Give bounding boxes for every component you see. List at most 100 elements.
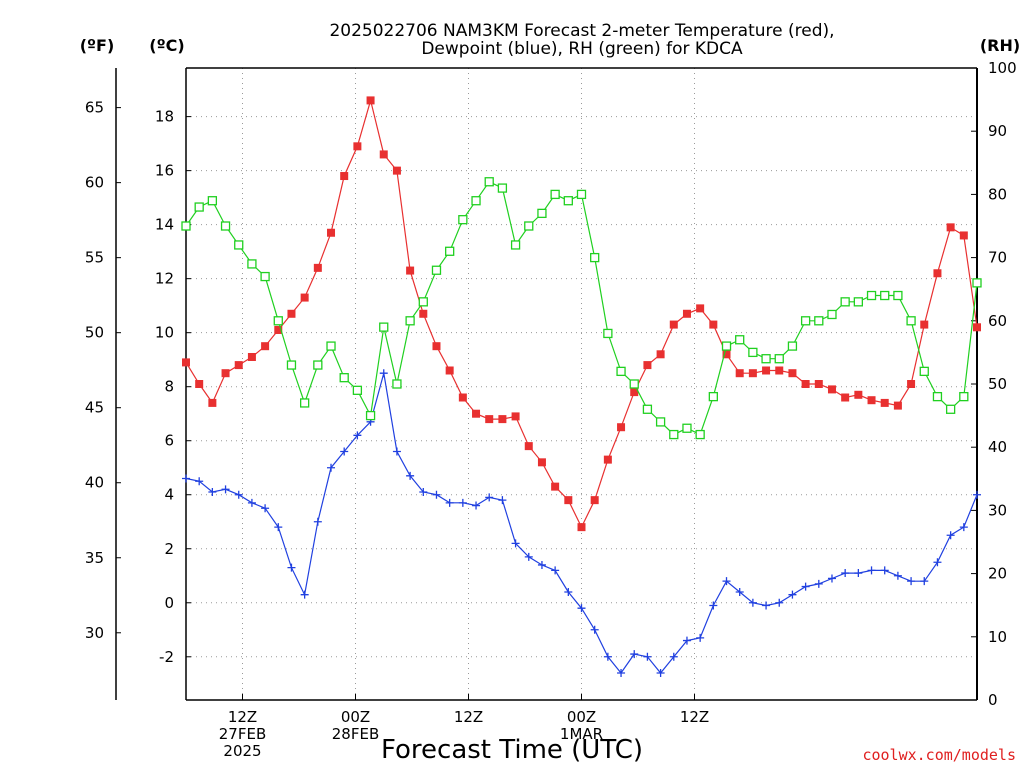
rh-point xyxy=(695,429,705,440)
rh-point xyxy=(550,189,560,200)
temperature-point xyxy=(801,380,810,388)
temperature-point xyxy=(841,393,850,402)
temperature-point xyxy=(274,325,283,334)
temperature-point xyxy=(907,380,916,388)
dewpoint-point xyxy=(274,523,283,532)
rh-point xyxy=(748,347,758,358)
dewpoint-point xyxy=(827,574,836,583)
rh-point xyxy=(787,341,798,351)
dewpoint-point xyxy=(432,490,441,499)
temperature-point xyxy=(195,380,204,388)
rh-point xyxy=(880,290,890,301)
dewpoint-point xyxy=(485,493,494,502)
dewpoint-point xyxy=(669,652,678,661)
source-credit: coolwx.com/models xyxy=(862,746,1016,764)
fahrenheit-tick-label: 65 xyxy=(85,99,104,117)
rh-point xyxy=(603,328,613,339)
chart-title-line-2: Dewpoint (blue), RH (green) for KDCA xyxy=(421,39,743,59)
dewpoint-point xyxy=(643,652,652,661)
rh-point xyxy=(326,341,336,351)
time-tick-label: 00Z xyxy=(341,708,370,726)
rh-point xyxy=(945,404,956,414)
fahrenheit-tick-label: 60 xyxy=(85,174,104,192)
dewpoint-point xyxy=(854,569,863,578)
rh-point xyxy=(313,360,323,370)
temperature-point xyxy=(669,320,678,329)
temperature-point xyxy=(854,390,863,399)
temperature-point xyxy=(735,369,744,378)
rh-point xyxy=(814,316,824,326)
chart-title-line-1: 2025022706 NAM3KM Forecast 2-meter Tempe… xyxy=(329,21,834,41)
temperature-point xyxy=(893,401,902,410)
rh-point xyxy=(735,335,745,345)
rh-point xyxy=(761,354,771,364)
temperature-point xyxy=(880,398,889,407)
rh-point xyxy=(405,316,415,326)
rh-point xyxy=(708,391,718,402)
time-tick-label: 12Z xyxy=(680,708,709,726)
celsius-tick-label: 12 xyxy=(155,270,174,288)
temperature-point xyxy=(867,396,876,405)
temperature-series xyxy=(182,96,981,532)
rh-point xyxy=(906,316,916,326)
temperature-point xyxy=(261,342,270,351)
rh-point xyxy=(840,297,850,307)
series-layer xyxy=(181,96,982,677)
dewpoint-point xyxy=(696,633,705,642)
dewpoint-point xyxy=(458,498,467,507)
temperature-point xyxy=(366,96,375,105)
rh-point xyxy=(866,290,877,301)
dewpoint-point xyxy=(379,369,388,378)
rh-point xyxy=(563,196,573,206)
rh-point xyxy=(721,341,732,351)
temperature-point xyxy=(643,361,652,370)
temperature-point xyxy=(577,523,586,532)
rh-tick-label: 40 xyxy=(988,438,1007,456)
celsius-ticks: -2 0 2 4 6 8 10 12 14 16 18 xyxy=(155,108,191,666)
temperature-point xyxy=(973,323,981,332)
dewpoint-point xyxy=(208,488,217,497)
celsius-tick-label: 8 xyxy=(164,378,174,396)
temperature-point xyxy=(959,231,968,240)
dewpoint-point xyxy=(946,531,955,540)
celsius-tick-label: 6 xyxy=(164,432,174,450)
dewpoint-point xyxy=(788,590,797,599)
rh-point xyxy=(352,385,363,395)
rh-point xyxy=(379,322,389,332)
rh-tick-label: 20 xyxy=(988,565,1007,583)
dewpoint-point xyxy=(313,517,322,526)
dewpoint-point xyxy=(327,463,336,472)
temperature-point xyxy=(590,496,599,505)
dewpoint-point xyxy=(182,474,190,483)
dewpoint-point xyxy=(406,471,415,480)
temperature-point xyxy=(379,150,388,159)
temperature-point xyxy=(485,415,494,424)
rh-tick-label: 0 xyxy=(988,691,998,709)
dewpoint-point xyxy=(353,431,362,440)
temperature-point xyxy=(709,320,718,329)
time-tick-label: 1MAR xyxy=(560,725,603,743)
dewpoint-point xyxy=(748,598,757,607)
rh-point xyxy=(510,240,521,250)
temperature-point xyxy=(617,423,626,432)
temperature-point xyxy=(748,369,757,378)
rh-point xyxy=(339,373,349,383)
rh-point xyxy=(260,271,270,282)
dewpoint-point xyxy=(234,490,243,499)
celsius-unit-label: (ºC) xyxy=(149,36,184,55)
temperature-point xyxy=(458,393,467,402)
temperature-point xyxy=(551,482,560,491)
rh-point xyxy=(827,309,837,320)
dewpoint-point xyxy=(880,566,889,575)
rh-point xyxy=(445,246,455,256)
temperature-point xyxy=(419,309,428,318)
rh-tick-label: 60 xyxy=(988,312,1007,330)
rh-point xyxy=(524,221,534,231)
dewpoint-point xyxy=(564,587,573,596)
temperature-point xyxy=(722,350,731,359)
temperature-point xyxy=(630,388,639,397)
temperature-point xyxy=(300,293,309,302)
rh-point xyxy=(800,316,811,326)
rh-point xyxy=(484,177,494,187)
